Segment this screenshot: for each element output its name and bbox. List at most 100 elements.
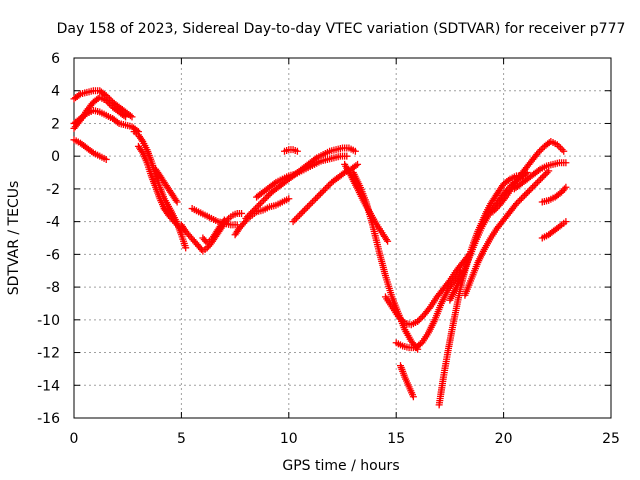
data-point <box>558 146 566 154</box>
data-point <box>414 317 422 325</box>
data-point <box>409 393 417 401</box>
series-track-21 <box>461 167 553 299</box>
data-point <box>516 196 524 204</box>
data-point <box>299 208 307 216</box>
data-point <box>562 183 570 191</box>
data-point <box>553 141 561 149</box>
data-point <box>88 148 96 156</box>
data-point <box>532 180 540 188</box>
data-point <box>248 208 256 216</box>
x-tick-label: 10 <box>280 431 298 447</box>
data-point <box>297 209 305 217</box>
data-point <box>305 201 313 209</box>
y-axis-title: SDTVAR / TECUs <box>6 181 22 296</box>
data-point <box>522 190 530 198</box>
data-point <box>535 177 543 185</box>
data-point <box>300 206 308 214</box>
data-point <box>500 195 508 203</box>
y-tick-label: 4 <box>51 84 60 100</box>
x-tick-label: 25 <box>602 431 620 447</box>
data-point <box>541 170 549 178</box>
data-point <box>291 216 299 224</box>
data-point <box>425 304 433 312</box>
y-tick-label: 2 <box>51 116 60 132</box>
data-point <box>394 313 402 321</box>
data-point <box>285 195 293 203</box>
data-point <box>173 198 181 206</box>
data-point <box>292 214 300 222</box>
data-point <box>527 185 535 193</box>
data-point <box>512 200 520 208</box>
data-point <box>555 142 563 150</box>
series-track-07 <box>152 165 181 206</box>
data-point <box>255 201 263 209</box>
data-point <box>315 191 323 199</box>
y-tick-label: 0 <box>51 149 60 165</box>
data-point <box>256 200 264 208</box>
data-point <box>245 211 253 219</box>
data-point <box>304 203 312 211</box>
data-point <box>321 185 329 193</box>
data-point <box>492 205 500 213</box>
data-point <box>562 218 570 226</box>
series-track-01 <box>70 87 136 121</box>
data-points <box>70 87 570 409</box>
data-point <box>490 206 498 214</box>
data-point <box>489 208 497 216</box>
data-point <box>352 162 360 170</box>
series-track-28 <box>160 205 181 229</box>
plot-frame <box>73 57 612 419</box>
data-point <box>105 100 113 108</box>
data-point <box>417 314 425 322</box>
data-point <box>310 196 318 204</box>
data-point <box>252 205 260 213</box>
data-point <box>182 244 190 252</box>
data-point <box>102 155 110 163</box>
y-tick-label: -12 <box>37 346 60 362</box>
data-point <box>258 198 266 206</box>
data-point <box>104 98 112 106</box>
series-track-22 <box>489 137 568 216</box>
data-point <box>415 316 423 324</box>
chart-title: Day 158 of 2023, Sidereal Day-to-day VTE… <box>57 21 626 37</box>
data-point <box>263 193 271 201</box>
grid-lines <box>74 58 611 418</box>
x-tick-label: 0 <box>70 431 79 447</box>
data-point <box>535 167 543 174</box>
series-track-26 <box>281 146 301 155</box>
y-tick-label: -14 <box>37 378 60 394</box>
data-point <box>504 176 512 184</box>
data-point <box>219 218 227 226</box>
data-point <box>243 216 251 224</box>
data-point <box>122 113 130 121</box>
data-point <box>81 111 89 119</box>
data-point <box>514 198 522 206</box>
data-point <box>120 112 128 120</box>
data-point <box>138 147 146 155</box>
data-point <box>318 188 326 196</box>
data-point <box>242 214 250 222</box>
data-point <box>260 196 268 204</box>
data-point <box>173 221 181 229</box>
data-point <box>238 209 246 217</box>
data-point <box>354 160 362 168</box>
y-tick-label: 6 <box>51 51 60 67</box>
data-point <box>102 97 110 105</box>
data-point <box>543 169 551 177</box>
data-point <box>126 112 134 120</box>
data-point <box>524 188 532 196</box>
data-point <box>307 200 315 208</box>
data-point <box>261 195 269 203</box>
y-tick-label: -6 <box>46 247 60 263</box>
series-track-24 <box>538 183 570 206</box>
data-point <box>172 196 180 204</box>
series-track-27 <box>199 216 228 247</box>
series-track-23 <box>510 159 570 193</box>
data-point <box>540 172 548 180</box>
data-point <box>533 178 541 186</box>
data-point <box>519 193 527 201</box>
y-tick-label: -8 <box>46 280 60 296</box>
data-point <box>560 147 568 155</box>
axis-ticks: 0 5 10 15 20 25 -16 -14 -12 -10 -8 -6 -4 -2 0 2 4 6 <box>37 51 620 447</box>
